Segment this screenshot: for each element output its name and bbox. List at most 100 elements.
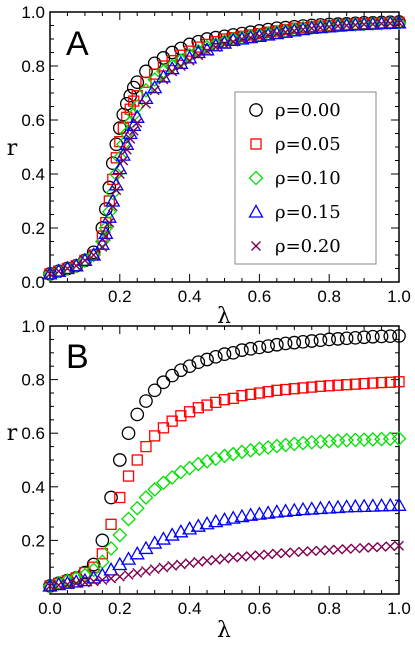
panel-a-point-0-20 xyxy=(193,50,204,61)
panel-b-point-0-15 xyxy=(321,500,337,514)
panel-a-point-0-10 xyxy=(101,204,117,220)
panel-b-point-0-00 xyxy=(357,330,371,345)
panel-a-point-0-15 xyxy=(304,20,320,34)
panel-b-point-0-00 xyxy=(147,383,162,398)
panel-a-point-0-15 xyxy=(295,21,311,36)
panel-b-point-0-05 xyxy=(358,377,370,390)
panel-a-point-0-20 xyxy=(149,85,160,96)
panel-b-point-0-20 xyxy=(149,564,160,575)
panel-b-point-0-20 xyxy=(114,571,125,582)
panel-b-point-0-10 xyxy=(138,490,154,505)
panel-b-point-0-20 xyxy=(123,569,134,580)
panel-a-point-0-20 xyxy=(62,263,73,274)
panel-a-point-0-15 xyxy=(251,28,268,42)
panel-b-x-axis-title: λ xyxy=(217,618,231,643)
panel-b-point-0-05 xyxy=(349,378,362,390)
panel-b-point-0-15 xyxy=(190,518,206,532)
panel-a-point-0-00 xyxy=(130,75,145,90)
panel-b-letter: B xyxy=(66,338,89,376)
panel-a-point-0-15 xyxy=(243,29,259,44)
panel-b-point-0-20 xyxy=(350,543,361,554)
panel-b-point-0-10 xyxy=(182,460,198,476)
panel-b-point-0-00 xyxy=(139,394,153,408)
legend-label-rho-0-15: ρ=0.15 xyxy=(275,202,341,223)
panel-a-point-0-20 xyxy=(228,36,239,47)
panel-a-point-0-20 xyxy=(332,21,343,32)
panel-b-point-0-20 xyxy=(88,576,99,587)
panel-b-point-0-20 xyxy=(385,541,396,552)
panel-a-point-0-20 xyxy=(315,22,326,33)
panel-b-point-0-15 xyxy=(225,510,241,524)
panel-a-point-0-20 xyxy=(298,24,309,35)
panel-a-point-0-20 xyxy=(167,66,178,77)
panel-b-point-0-20 xyxy=(394,540,404,551)
panel-a-point-0-10 xyxy=(119,126,135,141)
panel-b-point-0-10 xyxy=(234,444,250,460)
panel-b-point-0-10 xyxy=(225,446,241,462)
panel-b-point-0-10 xyxy=(330,433,346,449)
panel-b-point-0-00 xyxy=(191,355,206,370)
panel-b-point-0-00 xyxy=(365,329,380,344)
panel-b-point-0-05 xyxy=(114,491,126,504)
panel-a-y-axis-title: r xyxy=(7,136,18,161)
panel-b-point-0-15 xyxy=(382,497,398,512)
panel-b-point-0-20 xyxy=(202,555,213,566)
panel-a-point-0-10 xyxy=(199,39,215,55)
panel-b-point-0-10 xyxy=(164,470,180,485)
panel-a-point-0-05 xyxy=(117,122,129,134)
panel-b-point-0-05 xyxy=(210,396,222,409)
legend-marker-0-15 xyxy=(248,204,264,218)
panel-a-point-0-20 xyxy=(100,231,111,242)
panel-a-point-0-20 xyxy=(111,185,122,196)
panel-b-point-0-00 xyxy=(235,343,249,357)
panel-a-x-tick-label: 0.6 xyxy=(248,287,272,306)
panel-a-point-0-20 xyxy=(158,74,169,85)
panel-a-point-0-15 xyxy=(347,17,363,31)
panel-a-point-0-20 xyxy=(254,31,265,42)
panel-b-point-0-05 xyxy=(340,379,353,391)
panel-b-point-0-05 xyxy=(332,379,344,391)
panel-b-point-0-20 xyxy=(167,560,178,571)
panel-a-y-tick-label: 1.0 xyxy=(21,3,45,22)
panel-b-point-0-05 xyxy=(131,454,143,466)
panel-b-point-0-15 xyxy=(365,498,381,512)
legend-label-rho-0-20: ρ=0.20 xyxy=(275,236,341,257)
panel-b-x-tick-label: 0.6 xyxy=(248,599,272,618)
panel-a-point-0-20 xyxy=(53,266,64,277)
panel-a-point-0-20 xyxy=(271,28,282,39)
panel-b-point-0-00 xyxy=(374,329,389,344)
panel-b-x-tick-label: 0.4 xyxy=(178,599,202,618)
panel-a-point-0-10 xyxy=(68,258,84,274)
panel-b-y-tick-label: 0.6 xyxy=(21,424,45,443)
panel-a-point-0-20 xyxy=(219,39,230,50)
panel-b-point-0-15 xyxy=(260,505,276,519)
panel-b-point-0-15 xyxy=(251,506,268,520)
panel-b-point-0-20 xyxy=(289,547,300,558)
panel-b-point-0-10 xyxy=(112,527,128,543)
panel-b-point-0-00 xyxy=(165,368,179,383)
panel-b-point-0-00 xyxy=(174,363,188,378)
panel-a-point-0-15 xyxy=(391,14,407,29)
panel-a-point-0-20 xyxy=(359,19,370,30)
panel-a-x-tick-label: 1.0 xyxy=(387,287,411,306)
panel-a-point-0-10 xyxy=(94,234,110,249)
panel-a-ticks xyxy=(49,11,400,283)
panel-b-point-0-05 xyxy=(227,392,239,405)
panel-b-point-0-00 xyxy=(383,329,398,344)
panel-a-point-0-20 xyxy=(114,169,125,179)
panel-b-point-0-10 xyxy=(374,431,389,447)
panel-b-point-0-20 xyxy=(45,580,55,591)
panel-a-point-0-20 xyxy=(306,23,317,34)
panel-a-point-0-20 xyxy=(104,217,115,228)
panel-b-point-0-00 xyxy=(112,453,127,467)
panel-b-point-0-05 xyxy=(96,548,108,560)
panel-b-point-0-15 xyxy=(286,502,302,517)
panel-b-point-0-20 xyxy=(62,579,73,590)
panel-a-point-0-20 xyxy=(128,125,139,136)
panel-a-point-0-20 xyxy=(263,29,274,40)
panel-a-point-0-20 xyxy=(118,155,129,166)
panel-b-point-0-10 xyxy=(321,433,337,449)
panel-a-point-0-15 xyxy=(321,19,337,33)
panel-b-point-0-05 xyxy=(297,382,309,394)
panel-b-tick-labels: 0.0 0.2 0.4 0.6 0.8 1.0 0.2 0.4 0.6 0.8 1.0 xyxy=(21,317,410,618)
